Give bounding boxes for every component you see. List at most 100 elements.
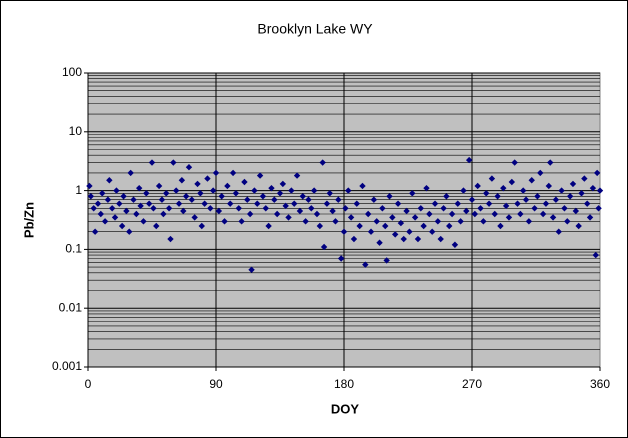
data-point <box>101 218 109 225</box>
data-point <box>356 222 363 230</box>
data-point <box>426 210 433 218</box>
data-point <box>589 184 597 192</box>
data-point <box>350 235 358 243</box>
data-point <box>285 214 292 221</box>
data-point <box>291 200 298 207</box>
data-point <box>595 205 602 212</box>
data-point <box>400 235 407 243</box>
data-point <box>194 180 201 188</box>
data-point <box>329 207 336 215</box>
data-point <box>514 200 521 207</box>
data-point <box>485 200 493 207</box>
data-point <box>111 214 119 221</box>
data-point <box>204 175 211 182</box>
data-point <box>463 207 470 215</box>
data-point <box>592 251 599 259</box>
data-point <box>238 218 245 225</box>
data-point <box>347 214 355 221</box>
data-point <box>221 218 228 225</box>
data-point <box>244 196 251 203</box>
data-point <box>497 222 504 230</box>
data-point <box>175 200 183 207</box>
data-point <box>229 169 237 177</box>
data-point <box>593 169 601 177</box>
data-point <box>525 218 533 225</box>
data-point <box>251 187 258 194</box>
data-point <box>227 200 234 207</box>
data-point <box>561 205 568 212</box>
data-point <box>167 235 174 243</box>
data-point <box>340 228 348 235</box>
data-point <box>180 207 187 215</box>
x-tick-label: 90 <box>209 377 223 391</box>
data-point <box>474 182 481 190</box>
data-point <box>316 222 324 230</box>
data-point <box>182 193 190 200</box>
data-point <box>302 218 309 225</box>
data-point <box>153 222 160 230</box>
data-point <box>185 164 193 171</box>
data-point <box>500 184 507 192</box>
data-point <box>178 177 186 184</box>
data-point <box>488 175 496 182</box>
data-point <box>491 210 498 218</box>
data-point <box>596 187 604 194</box>
data-point <box>477 205 484 212</box>
data-point <box>584 200 591 207</box>
data-point <box>520 187 527 194</box>
data-point <box>454 200 461 207</box>
data-point <box>379 205 386 212</box>
data-point <box>586 214 594 221</box>
data-point <box>198 222 205 230</box>
data-point <box>417 205 424 212</box>
data-point <box>581 175 588 182</box>
data-point <box>394 200 402 207</box>
data-point <box>508 178 516 186</box>
data-point <box>319 159 326 166</box>
data-point <box>451 241 459 248</box>
data-point <box>431 200 439 207</box>
x-tick-label: 270 <box>462 377 482 391</box>
data-point <box>87 193 95 200</box>
data-point <box>359 182 366 190</box>
y-tick-label: 0.001 <box>52 359 82 373</box>
y-tick-label: 100 <box>62 65 82 79</box>
data-point <box>434 218 442 225</box>
data-point <box>539 210 547 218</box>
data-point <box>130 196 137 203</box>
data-point <box>440 205 447 212</box>
data-point <box>465 156 473 164</box>
data-point <box>254 200 261 207</box>
data-point <box>108 205 116 212</box>
data-point <box>547 159 554 166</box>
data-point <box>215 207 223 215</box>
data-point <box>106 177 113 184</box>
data-point <box>362 261 369 268</box>
data-point <box>123 207 130 215</box>
data-point <box>160 210 167 218</box>
data-point <box>310 187 318 194</box>
data-point <box>326 190 333 197</box>
data-point <box>126 228 133 235</box>
data-point <box>148 159 156 166</box>
data-point <box>293 172 301 179</box>
data-point <box>534 193 541 200</box>
data-point <box>104 196 112 203</box>
data-point <box>308 205 315 212</box>
data-point <box>256 172 264 179</box>
data-point <box>552 196 560 203</box>
x-tick-label: 180 <box>334 377 354 391</box>
data-point <box>323 200 331 207</box>
data-point <box>392 231 399 238</box>
data-point <box>383 257 390 264</box>
data-point <box>528 177 535 184</box>
data-point <box>480 218 487 225</box>
data-point <box>367 228 375 235</box>
data-point <box>133 210 140 218</box>
data-point <box>90 205 97 212</box>
y-tick-label: 0.1 <box>65 242 82 256</box>
data-point <box>276 190 284 197</box>
data-point <box>443 193 450 200</box>
